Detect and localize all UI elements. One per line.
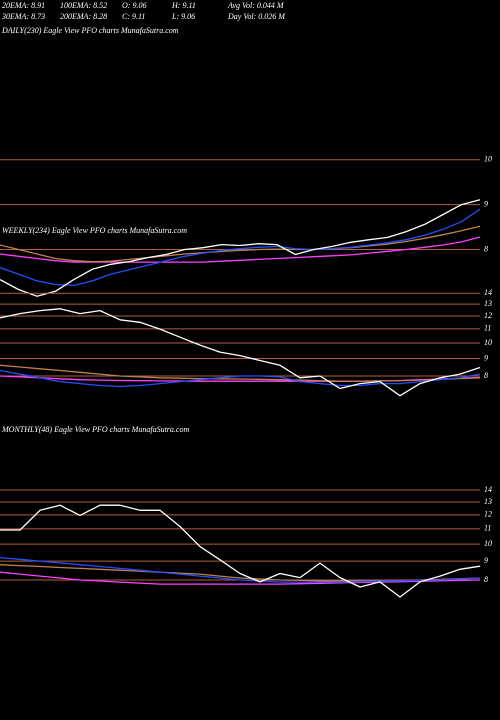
y-tick-label: 9 <box>484 353 488 362</box>
y-tick-label: 8 <box>484 371 488 380</box>
header-stat: C: 9.11 <box>122 12 145 21</box>
y-tick-label: 8 <box>484 244 488 253</box>
series-line <box>0 208 481 287</box>
series-line <box>0 308 481 397</box>
y-tick-label: 10 <box>484 539 492 548</box>
y-tick-label: 8 <box>484 575 488 584</box>
series-line <box>0 364 481 382</box>
y-tick-label: 9 <box>484 199 488 208</box>
panel-title: MONTHLY(48) Eagle View PFO charts Munafa… <box>1 425 189 434</box>
y-tick-label: 14 <box>484 288 492 297</box>
header-stat: O: 9.06 <box>122 1 146 10</box>
y-tick-label: 12 <box>484 311 492 320</box>
header-stat: H: 9.11 <box>171 1 196 10</box>
series-line <box>0 504 481 598</box>
header-stat: 100EMA: 8.52 <box>60 1 107 10</box>
series-line <box>0 225 481 263</box>
header-stat: L: 9.06 <box>171 12 195 21</box>
series-line <box>0 236 481 263</box>
series-line <box>0 571 481 585</box>
header-stat: 200EMA: 8.28 <box>60 12 107 21</box>
header-stat: Day Vol: 0.026 M <box>227 12 286 21</box>
header-stat: Avg Vol: 0.044 M <box>227 1 285 10</box>
y-tick-label: 11 <box>484 324 491 333</box>
series-line <box>0 369 481 388</box>
y-tick-label: 13 <box>484 299 492 308</box>
y-tick-label: 12 <box>484 510 492 519</box>
series-line <box>0 199 481 297</box>
y-tick-label: 14 <box>484 485 492 494</box>
y-tick-label: 13 <box>484 497 492 506</box>
series-line <box>0 556 481 583</box>
panel-title: DAILY(230) Eagle View PFO charts MunafaS… <box>1 26 179 35</box>
panel-title: WEEKLY(234) Eagle View PFO charts Munafa… <box>2 226 187 235</box>
y-tick-label: 9 <box>484 556 488 565</box>
y-tick-label: 10 <box>484 155 492 164</box>
header-stat: 20EMA: 8.91 <box>2 1 45 10</box>
y-tick-label: 10 <box>484 338 492 347</box>
y-tick-label: 11 <box>484 524 491 533</box>
header-stat: 30EMA: 8.73 <box>1 12 45 21</box>
